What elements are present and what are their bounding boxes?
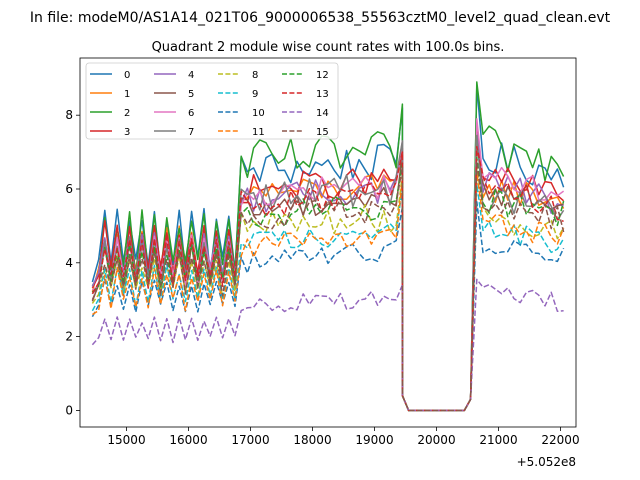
- x-axis: 15000 16000 17000 18000 19000 20000 21000 22000: [107, 427, 580, 447]
- x-tick-label: 17000: [231, 433, 269, 447]
- series-line-13: [91, 145, 564, 412]
- series-line-10: [91, 201, 565, 412]
- legend-label-3: 3: [124, 127, 130, 138]
- legend-label-6: 6: [188, 108, 194, 119]
- series-line-8: [91, 167, 565, 412]
- x-tick-label: 15000: [107, 433, 145, 447]
- x-tick-label: 16000: [169, 433, 207, 447]
- series-line-2: [91, 81, 565, 412]
- series-line-12: [91, 156, 565, 412]
- y-tick-label: 6: [65, 182, 73, 196]
- legend-label-9: 9: [252, 89, 258, 100]
- series-line-15: [91, 160, 565, 412]
- x-tick-label: 21000: [479, 433, 517, 447]
- legend-label-0: 0: [124, 70, 130, 81]
- legend-label-13: 13: [316, 89, 329, 100]
- legend-label-10: 10: [252, 108, 265, 119]
- legend-label-15: 15: [316, 127, 329, 138]
- series-line-14: [91, 278, 564, 412]
- x-tick-label: 22000: [541, 433, 579, 447]
- x-tick-label: 19000: [355, 433, 393, 447]
- y-tick-label: 2: [65, 330, 73, 344]
- series-line-11: [92, 171, 565, 412]
- y-tick-label: 0: [65, 403, 73, 417]
- plot-frame: [79, 57, 577, 428]
- legend-label-2: 2: [124, 108, 130, 119]
- y-tick-label: 4: [65, 256, 73, 270]
- y-tick-label: 8: [65, 108, 73, 122]
- x-tick-label: 20000: [417, 433, 455, 447]
- x-offset-label: +5.052e8: [517, 455, 576, 469]
- chart-title: Quadrant 2 module wise count rates with …: [152, 40, 505, 55]
- legend-box: [85, 62, 339, 140]
- legend-label-8: 8: [252, 70, 258, 81]
- legend-label-5: 5: [188, 89, 194, 100]
- y-axis: 0 2 4 6 8: [65, 108, 80, 417]
- legend-label-14: 14: [316, 108, 329, 119]
- figure-suptitle: In file: modeM0/AS1A14_021T06_9000006538…: [30, 10, 611, 26]
- legend-label-12: 12: [316, 70, 329, 81]
- legend-label-7: 7: [188, 127, 194, 138]
- legend-label-11: 11: [252, 127, 265, 138]
- legend-label-1: 1: [124, 89, 130, 100]
- series-lines: [91, 81, 565, 412]
- legend-label-4: 4: [188, 70, 194, 81]
- x-tick-label: 18000: [293, 433, 331, 447]
